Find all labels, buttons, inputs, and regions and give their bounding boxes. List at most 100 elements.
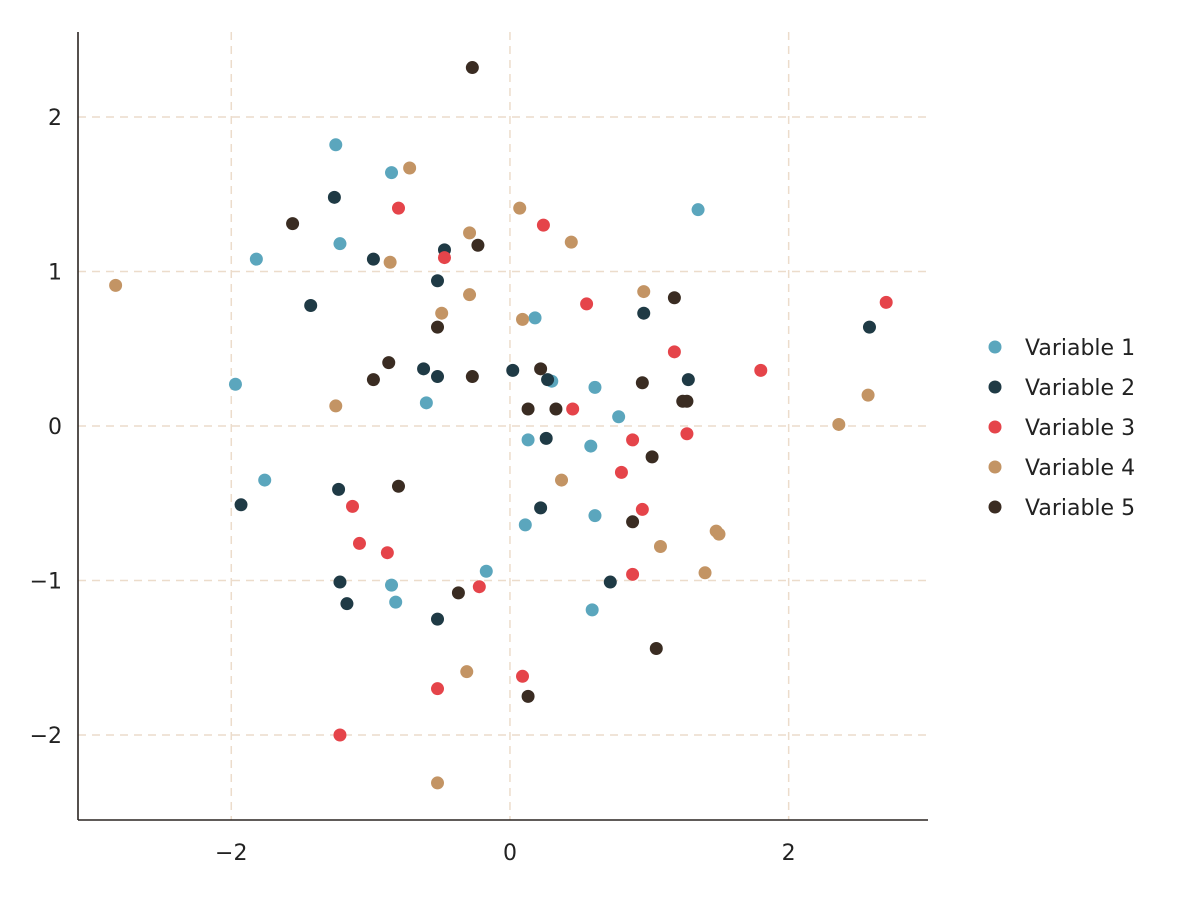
scatter-point (528, 311, 542, 325)
scatter-point (431, 682, 445, 696)
scatter-point (327, 190, 341, 204)
legend-item: Variable 5 (988, 496, 1135, 521)
scatter-point (667, 291, 681, 305)
scatter-point (383, 255, 397, 269)
scatter-point (614, 465, 628, 479)
scatter-point (403, 161, 417, 175)
y-tick-label: 2 (48, 106, 62, 131)
scatter-point (109, 278, 123, 292)
scatter-point (832, 417, 846, 431)
scatter-point (380, 546, 394, 560)
scatter-point (712, 527, 726, 541)
scatter-point (603, 575, 617, 589)
scatter-point (580, 297, 594, 311)
scatter-point (541, 373, 555, 387)
scatter-point (419, 396, 433, 410)
scatter-point (518, 518, 532, 532)
scatter-point (612, 410, 626, 424)
scatter-point (431, 370, 445, 384)
scatter-point (479, 564, 493, 578)
x-tick-label: 0 (503, 841, 517, 866)
scatter-point (228, 377, 242, 391)
scatter-point (332, 482, 346, 496)
scatter-point (389, 595, 403, 609)
scatter-point (698, 566, 712, 580)
scatter-point (536, 218, 550, 232)
scatter-point (286, 217, 300, 231)
scatter-point (366, 252, 380, 266)
scatter-point (521, 402, 535, 416)
legend-label: Variable 2 (1025, 376, 1135, 401)
scatter-point (653, 540, 667, 554)
scatter-point (506, 363, 520, 377)
scatter-point (460, 665, 474, 679)
scatter-point (366, 373, 380, 387)
y-tick-label: −2 (30, 724, 62, 749)
legend: Variable 1 Variable 2 Variable 3 Variable 4… (988, 336, 1135, 521)
scatter-point (588, 509, 602, 523)
y-tick-label: 0 (48, 415, 62, 440)
scatter-point (564, 235, 578, 249)
legend-marker (988, 500, 1002, 514)
scatter-point (437, 251, 451, 265)
scatter-point (352, 536, 366, 550)
axes: −2 0 2 −2 −1 0 1 2 (30, 32, 928, 866)
scatter-point (451, 586, 465, 600)
scatter-point (680, 394, 694, 408)
scatter-point (472, 580, 486, 594)
series-1 (228, 138, 705, 617)
scatter-point (649, 641, 663, 655)
scatter-point (340, 597, 354, 611)
x-tick-label: −2 (215, 841, 247, 866)
scatter-point (385, 166, 399, 180)
scatter-point (465, 61, 479, 75)
legend-marker (988, 340, 1002, 354)
series-5 (286, 61, 694, 703)
scatter-point (431, 320, 445, 334)
scatter-point (680, 427, 694, 441)
scatter-point (555, 473, 569, 487)
legend-item: Variable 2 (988, 376, 1135, 401)
scatter-point (513, 201, 527, 215)
x-tick-label: 2 (782, 841, 796, 866)
scatter-point (417, 362, 431, 376)
scatter-point (626, 515, 640, 529)
y-tick-label: −1 (30, 570, 62, 595)
scatter-point (637, 285, 651, 299)
scatter-point (391, 201, 405, 215)
data-points (109, 61, 893, 790)
legend-label: Variable 3 (1025, 416, 1135, 441)
series-2 (234, 190, 876, 626)
scatter-point (549, 402, 563, 416)
legend-item: Variable 3 (988, 416, 1135, 441)
scatter-point (635, 502, 649, 516)
scatter-point (635, 376, 649, 390)
scatter-point (431, 776, 445, 790)
scatter-point (585, 603, 599, 617)
scatter-point (681, 373, 695, 387)
scatter-point (391, 479, 405, 493)
scatter-point (626, 433, 640, 447)
legend-marker (988, 420, 1002, 434)
scatter-point (667, 345, 681, 359)
scatter-point (431, 612, 445, 626)
scatter-point (463, 288, 477, 302)
scatter-point (626, 567, 640, 581)
scatter-point (234, 498, 248, 512)
scatter-point (249, 252, 263, 266)
series-4 (109, 161, 875, 790)
scatter-point (463, 226, 477, 240)
legend-marker (988, 460, 1002, 474)
scatter-point (435, 306, 449, 320)
scatter-point (754, 363, 768, 377)
scatter-point (329, 138, 343, 152)
scatter-point (516, 669, 530, 683)
scatter-point (862, 320, 876, 334)
series-3 (333, 201, 893, 742)
scatter-point (431, 274, 445, 288)
legend-item: Variable 1 (988, 336, 1135, 361)
y-tick-label: 1 (48, 260, 62, 285)
legend-marker (988, 380, 1002, 394)
